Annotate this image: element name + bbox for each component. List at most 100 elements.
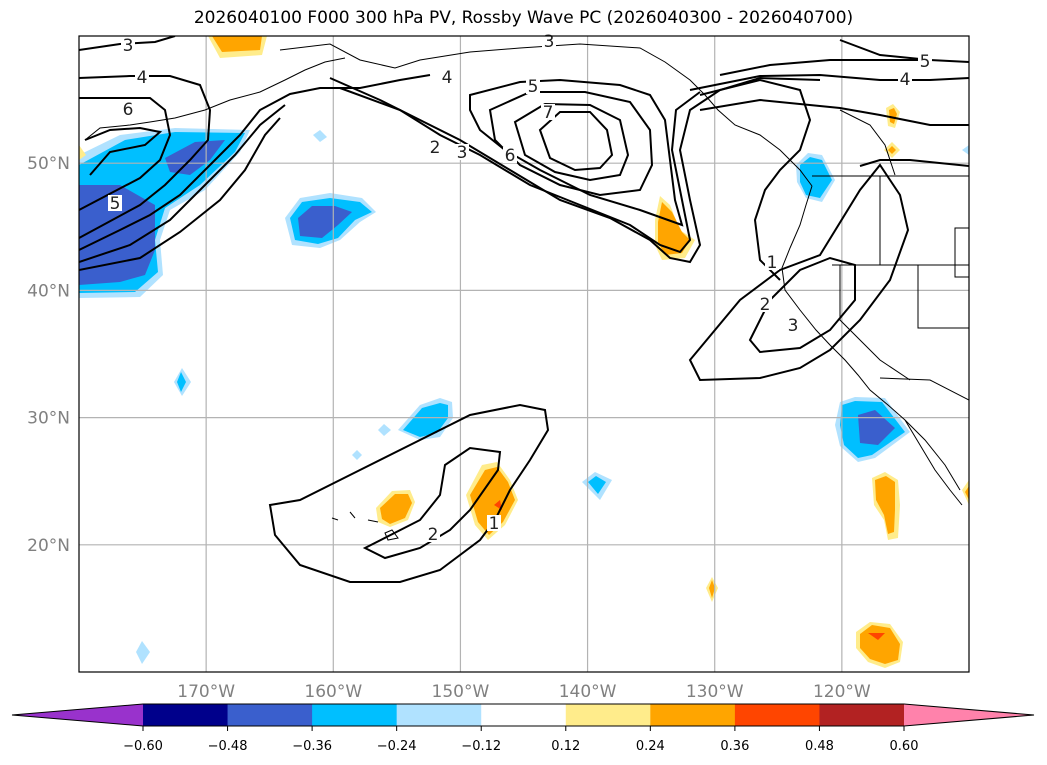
alaska-coast	[279, 43, 813, 187]
contour-label: 4	[442, 68, 453, 88]
contour-label: 4	[900, 70, 911, 90]
pv-contour	[469, 78, 684, 227]
contour-label: 3	[457, 143, 468, 163]
anomaly-fill-orange	[709, 580, 715, 598]
anomaly-fill-orange	[380, 494, 412, 524]
colorbar-segment	[481, 704, 567, 726]
colorbar-segment	[734, 704, 820, 726]
contour-label-bg	[121, 101, 135, 117]
anomaly-fill-blue	[800, 157, 832, 198]
colorbar-segment	[650, 704, 736, 726]
pv-contours	[79, 36, 969, 583]
anomaly-fill-orange	[888, 146, 896, 154]
contour-label: 4	[137, 68, 148, 88]
colorbar-tick-label: 0.24	[636, 739, 665, 754]
y-tick-label: 40°N	[27, 281, 70, 301]
colorbar-tick-label: −0.36	[292, 739, 332, 754]
colorbar-tick-label: −0.48	[208, 739, 248, 754]
pv-contour	[839, 39, 931, 61]
anomaly-fill-light-blue	[378, 424, 391, 436]
x-tick-label: 120°W	[813, 682, 871, 702]
contour-label-bg	[786, 317, 800, 333]
coastlines	[84, 43, 969, 541]
pv-contour	[79, 104, 286, 263]
contour-label-bg	[108, 195, 122, 211]
pv-contour	[79, 36, 176, 51]
contour-label: 3	[123, 36, 134, 56]
contour-label-bg	[440, 69, 454, 85]
anomaly-fill-orange	[875, 476, 895, 534]
anomaly-fill-light-blue	[313, 130, 327, 142]
contour-label: 6	[505, 146, 516, 166]
colorbar-tick-label: 0.12	[551, 739, 580, 754]
contour-label: 6	[123, 100, 134, 120]
colorbar-tick-label: 0.60	[890, 739, 919, 754]
pv-contour	[699, 78, 812, 281]
anomaly-fill-orange	[965, 486, 969, 500]
anomaly-fill-blue	[177, 372, 186, 392]
pv-contour	[268, 403, 550, 583]
pv-contour	[79, 117, 281, 271]
x-tick-label: 160°W	[304, 682, 362, 702]
contour-label-bg	[503, 147, 517, 163]
anomaly-fills	[79, 36, 969, 668]
contour-label: 5	[920, 52, 931, 72]
colorbar-segment	[819, 704, 905, 726]
map-frame	[78, 35, 970, 673]
contour-label: 1	[489, 514, 500, 534]
pv-contour	[748, 256, 856, 354]
colorbar-extend-min	[12, 704, 143, 726]
aleutian-islands	[84, 57, 346, 141]
contour-label-bg	[487, 515, 501, 531]
x-tick-labels: 170°W 160°W 150°W 140°W 130°W 120°W	[177, 682, 871, 702]
anomaly-fill-orange-red	[494, 500, 502, 510]
contour-label-bg	[455, 144, 469, 160]
colorbar-extend-max	[904, 704, 1034, 726]
contour-label-bg	[121, 37, 135, 53]
colorbar-tick-label: 0.36	[720, 739, 749, 754]
contour-label-bg	[541, 104, 555, 120]
anomaly-fill-royal-blue	[858, 410, 895, 445]
colorbar-tick-label: −0.24	[377, 739, 417, 754]
anomaly-fill-light-blue	[352, 450, 362, 460]
anomaly-fill-orange	[212, 36, 262, 52]
pv-contour	[513, 102, 630, 182]
contour-label: 5	[110, 194, 121, 214]
hawaii-islands	[331, 511, 399, 541]
anomaly-fill-light-blue	[962, 145, 969, 155]
contour-label: 3	[788, 316, 799, 336]
state-border	[954, 227, 969, 278]
colorbar-segment	[312, 704, 398, 726]
x-tick-label: 170°W	[177, 682, 235, 702]
contour-label-bg	[542, 33, 556, 49]
x-tick-label: 140°W	[559, 682, 617, 702]
pv-contour	[84, 126, 163, 176]
pv-contour	[362, 446, 502, 560]
baja-coast	[904, 419, 963, 506]
y-tick-label: 50°N	[27, 154, 70, 174]
anomaly-fill-yellow	[79, 145, 86, 160]
x-tick-label: 130°W	[686, 682, 744, 702]
pv-contour	[488, 91, 654, 197]
y-tick-labels: 50°N 40°N 30°N 20°N	[27, 154, 70, 556]
pv-contour	[689, 73, 969, 91]
mexico-border	[879, 377, 969, 401]
contour-label-bg	[526, 78, 540, 94]
anomaly-fill-royal-blue	[298, 206, 352, 238]
colorbar-segment	[396, 704, 482, 726]
pv-contour	[79, 75, 212, 239]
colorbar-segment	[227, 704, 313, 726]
colorbar-tick-label: −0.60	[123, 739, 163, 754]
anomaly-fill-light-blue	[136, 641, 150, 664]
contour-label-bg	[898, 71, 912, 87]
pv-contour	[719, 59, 969, 76]
contour-label: 2	[428, 525, 439, 545]
contour-label-bg	[135, 69, 149, 85]
contour-label-bg	[918, 53, 932, 69]
contour-label: 2	[430, 138, 441, 158]
y-tick-label: 30°N	[27, 409, 70, 429]
contour-label-bg	[765, 254, 779, 270]
contour-label: 2	[760, 295, 771, 315]
